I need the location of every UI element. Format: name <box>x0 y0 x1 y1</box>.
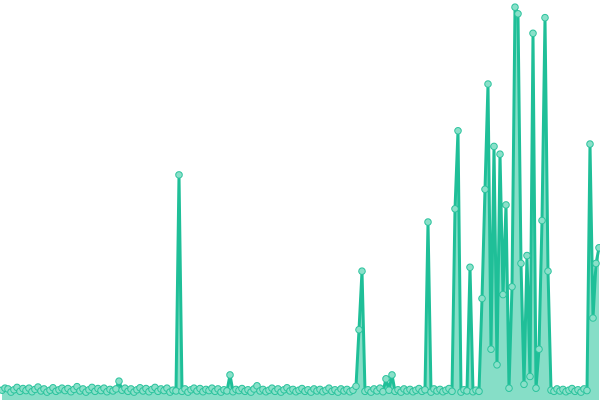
data-point <box>586 140 594 148</box>
data-point <box>454 127 462 135</box>
data-point <box>502 201 510 209</box>
data-point <box>478 294 486 303</box>
data-point <box>592 259 600 268</box>
data-point <box>352 382 360 391</box>
data-point <box>589 314 597 322</box>
data-point <box>523 251 531 260</box>
data-point <box>532 384 540 393</box>
data-point <box>385 386 393 394</box>
data-point <box>112 385 120 393</box>
data-point <box>505 384 513 393</box>
data-point <box>496 150 504 158</box>
data-point <box>520 380 528 389</box>
data-point <box>484 80 492 88</box>
data-point <box>535 345 543 354</box>
data-point <box>526 372 534 381</box>
data-point <box>388 371 396 379</box>
data-point <box>538 216 546 225</box>
data-point <box>466 263 474 272</box>
data-point <box>355 325 363 334</box>
data-point <box>511 3 519 11</box>
data-point <box>499 290 507 299</box>
data-point <box>544 267 552 276</box>
data-point <box>514 10 522 18</box>
data-point <box>382 375 390 383</box>
data-point <box>175 171 183 179</box>
series-line <box>1 5 600 394</box>
data-point <box>583 386 591 395</box>
data-point <box>481 185 489 194</box>
data-point <box>451 205 459 213</box>
data-point <box>475 387 483 396</box>
series-markers <box>0 3 600 396</box>
data-point <box>487 345 495 354</box>
data-point <box>541 13 549 22</box>
data-point <box>490 142 498 151</box>
data-point <box>529 29 537 38</box>
data-point <box>115 377 123 385</box>
data-point <box>493 361 501 369</box>
data-point <box>448 387 456 396</box>
data-point <box>595 244 600 252</box>
data-point <box>517 259 525 268</box>
data-point <box>358 267 366 276</box>
data-point <box>508 283 516 291</box>
data-point <box>226 371 234 379</box>
data-point <box>424 218 432 226</box>
